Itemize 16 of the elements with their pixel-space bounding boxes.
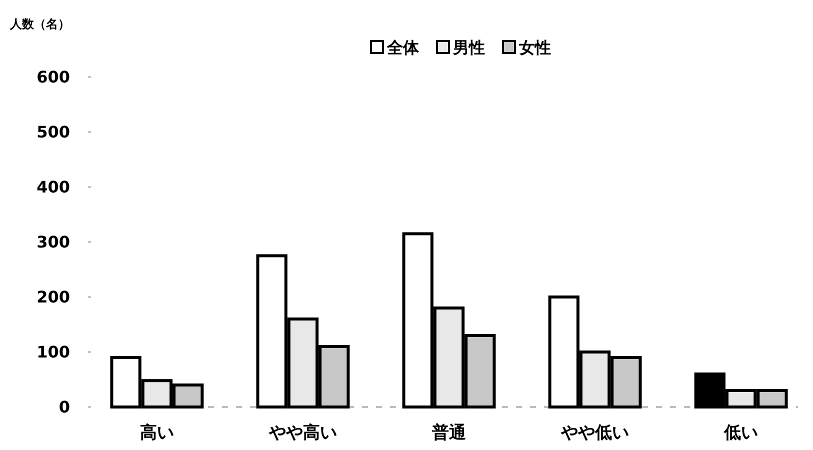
x-tick-label: やや低い: [560, 423, 630, 443]
legend-label: 女性: [518, 38, 551, 57]
y-tick-label: 400: [36, 178, 70, 197]
y-tick-label: 300: [36, 232, 70, 252]
y-tick-label: 200: [36, 288, 70, 307]
x-tick-label: 普通: [431, 422, 466, 443]
y-tick-label: 0: [58, 398, 70, 417]
x-tick-label: 高い: [140, 423, 174, 443]
y-tick-label: 500: [36, 122, 70, 142]
y-axis-title: 人数（名）: [9, 17, 70, 31]
x-tick-label: 低い: [723, 423, 758, 443]
y-tick-label: 600: [36, 68, 70, 87]
x-tick-label: やや高い: [268, 423, 337, 443]
legend-label: 男性: [452, 38, 485, 57]
y-tick-label: 100: [36, 342, 70, 362]
legend-label: 全体: [386, 38, 420, 57]
